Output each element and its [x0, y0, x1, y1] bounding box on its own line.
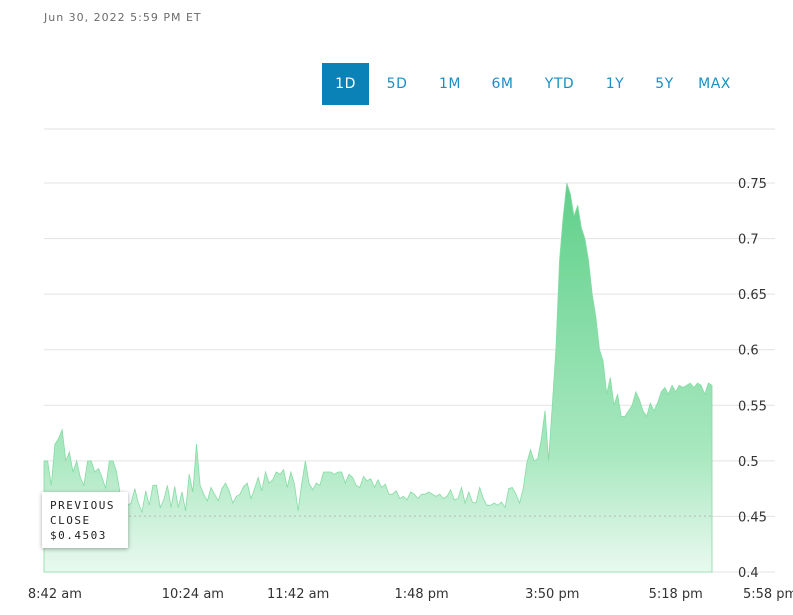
x-tick-label: 5:18 pm: [649, 587, 703, 602]
tab-1m[interactable]: 1M: [439, 76, 461, 92]
x-tick-label: 10:24 am: [162, 587, 224, 602]
range-tabs: 1D 5D 1M 6M YTD 1Y 5Y MAX: [322, 63, 741, 105]
y-tick-label: 0.5: [738, 455, 759, 470]
x-tick-label: 1:48 pm: [394, 587, 448, 602]
y-tick-label: 0.75: [738, 177, 767, 192]
y-tick-label: 0.6: [738, 344, 759, 359]
x-tick-label: 3:50 pm: [525, 587, 579, 602]
tab-6m[interactable]: 6M: [491, 76, 514, 92]
tab-1d[interactable]: 1D: [322, 63, 369, 105]
y-axis: 0.75 0.7 0.65 0.6 0.55 0.5 0.45 0.4: [738, 177, 767, 581]
y-tick-label: 0.55: [738, 399, 767, 414]
tab-max[interactable]: MAX: [698, 76, 731, 92]
previous-close-label-1: PREVIOUS: [50, 499, 115, 512]
previous-close-value: $0.4503: [50, 529, 107, 542]
tab-1y[interactable]: 1Y: [605, 76, 625, 92]
previous-close-label-2: CLOSE: [50, 514, 91, 527]
x-tick-label: 8:42 am: [28, 587, 82, 602]
y-tick-label: 0.45: [738, 510, 767, 525]
price-area: [43, 182, 713, 573]
y-tick-label: 0.4: [738, 566, 759, 581]
x-tick-label: 11:42 am: [267, 587, 329, 602]
y-tick-label: 0.7: [738, 233, 759, 248]
tab-5y[interactable]: 5Y: [655, 76, 674, 92]
x-tick-label: 5:58 pm: [743, 587, 793, 602]
previous-close-tooltip: PREVIOUS CLOSE $0.4503: [42, 492, 128, 548]
tab-ytd[interactable]: YTD: [544, 76, 575, 92]
x-axis: 8:42 am 10:24 am 11:42 am 1:48 pm 3:50 pm 5:1…: [28, 587, 793, 602]
tab-5d[interactable]: 5D: [386, 76, 408, 92]
y-tick-label: 0.65: [738, 288, 767, 303]
timestamp: Jun 30, 2022 5:59 PM ET: [44, 11, 202, 24]
